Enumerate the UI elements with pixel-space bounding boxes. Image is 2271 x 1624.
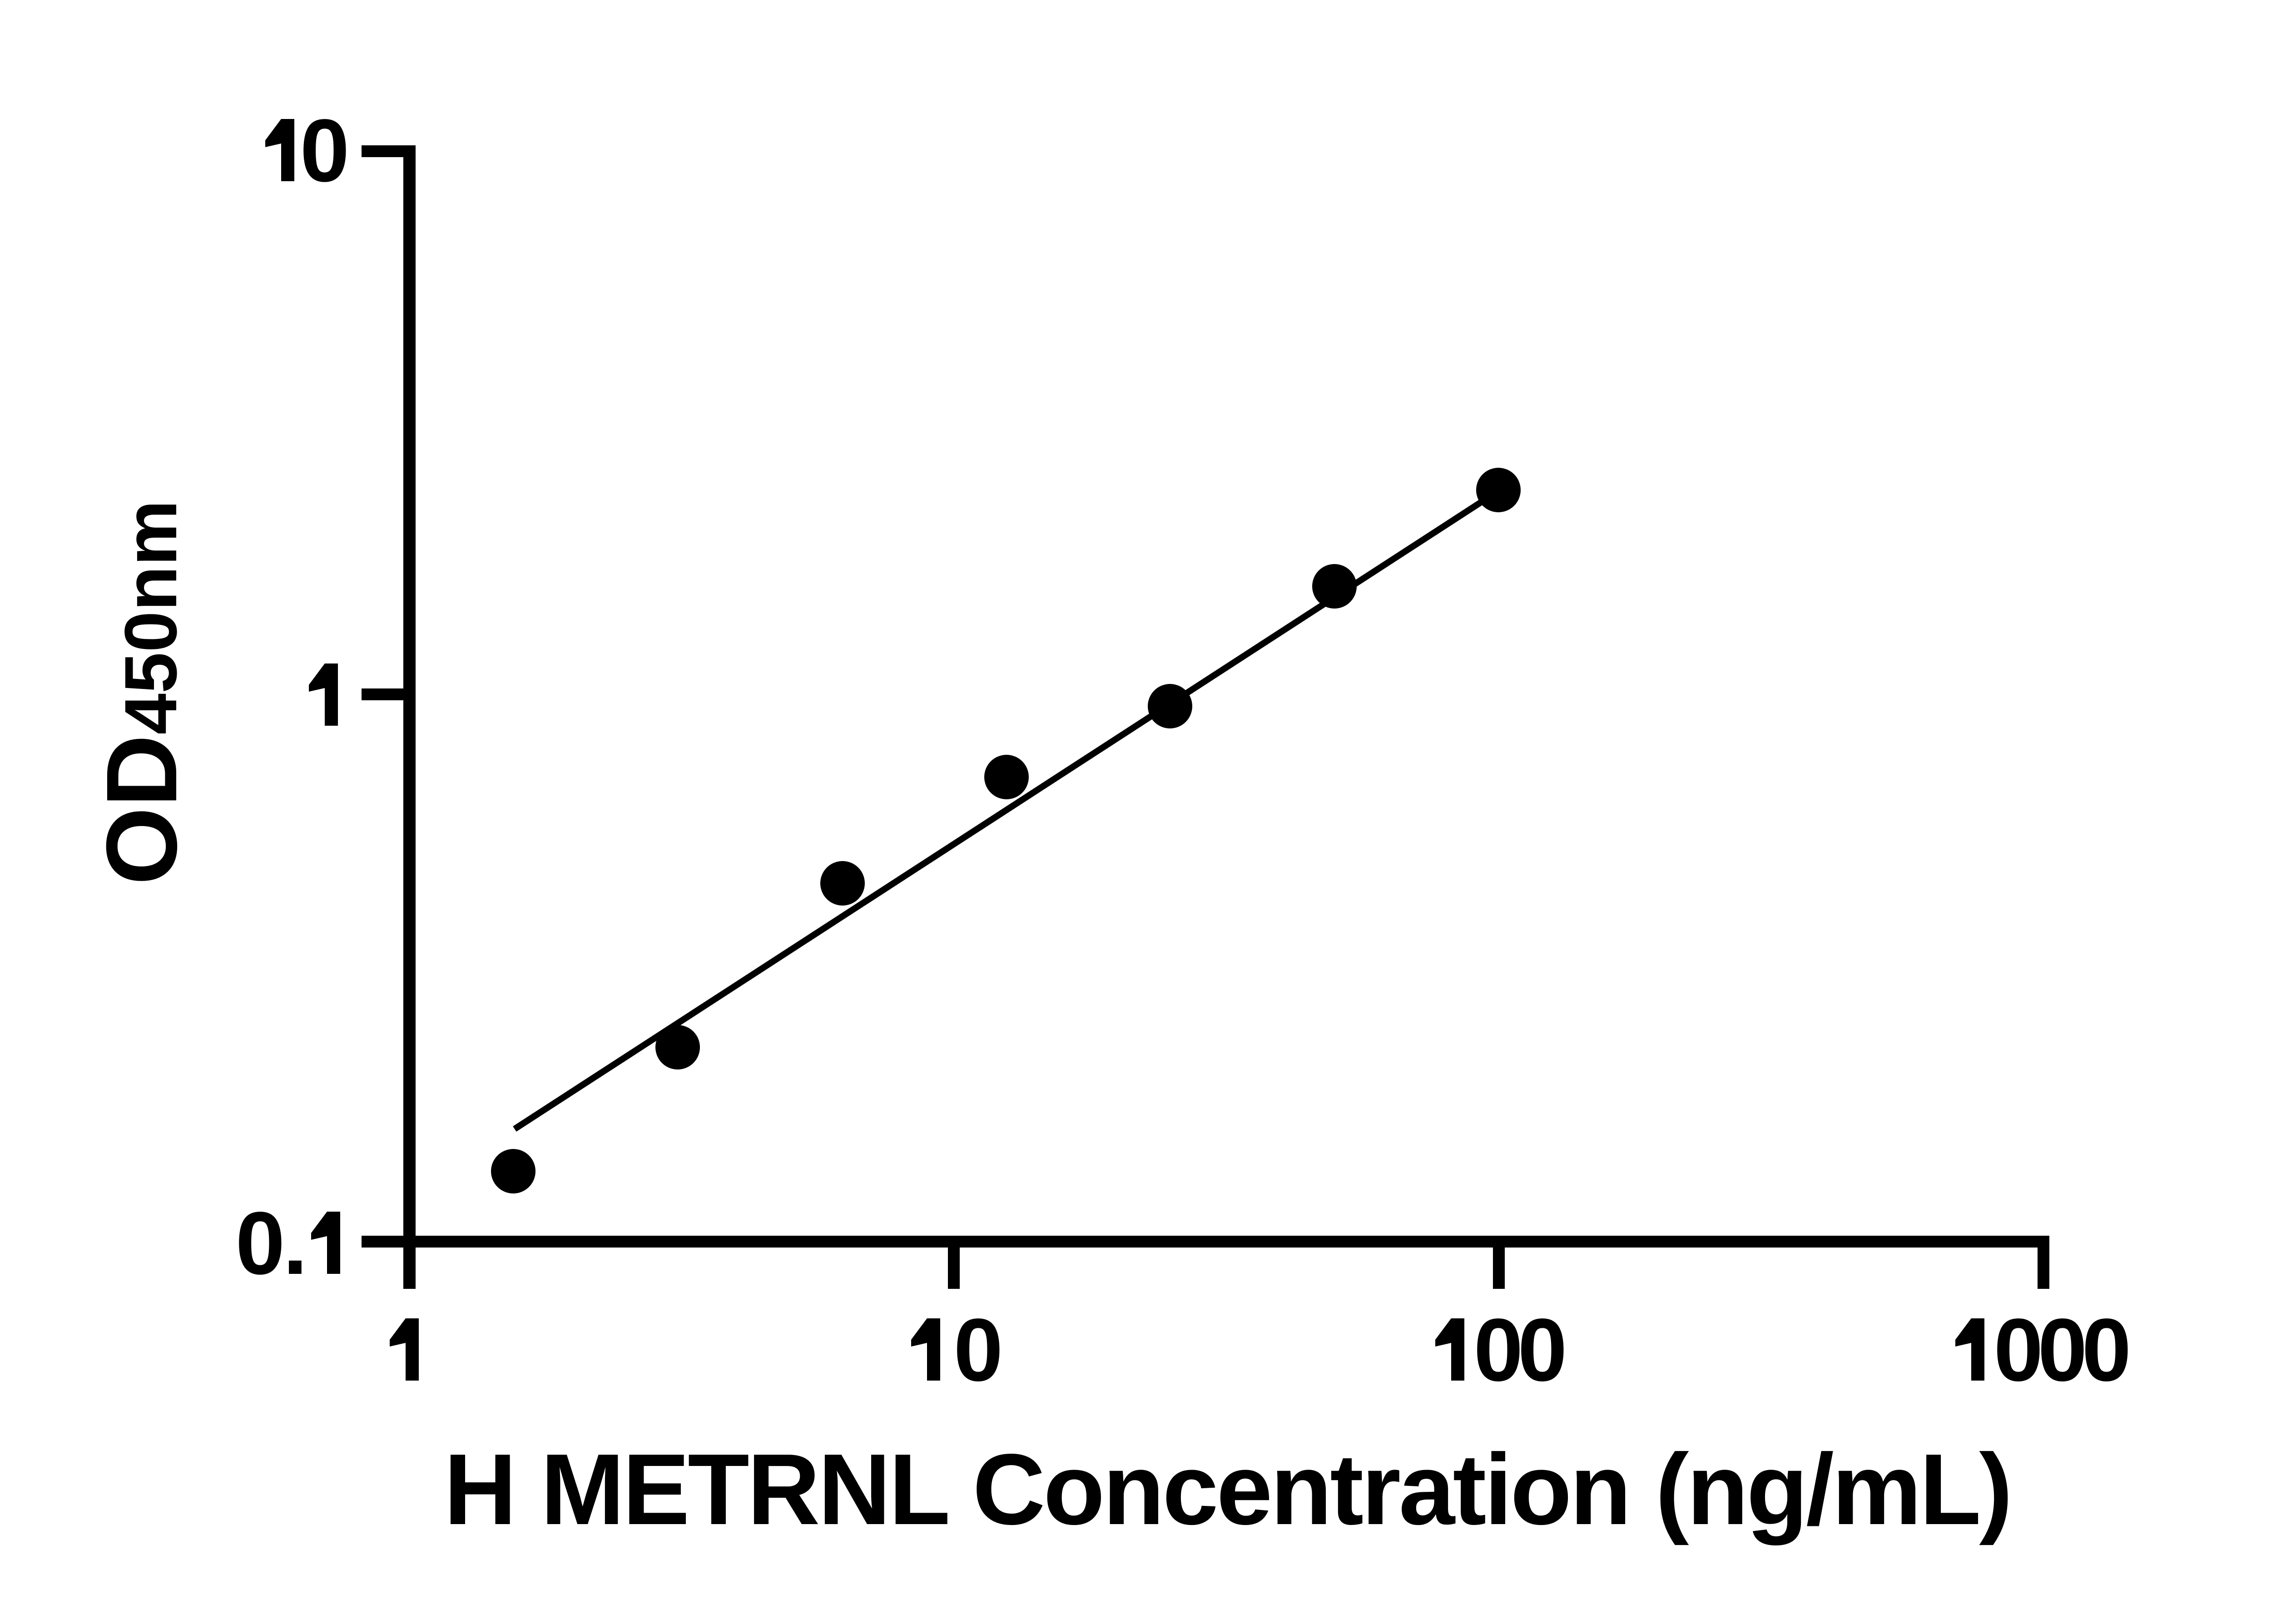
svg-text:0: 0 (300, 101, 349, 200)
svg-text:0: 0 (1993, 1300, 2043, 1400)
svg-text:0: 0 (1473, 1300, 1523, 1400)
svg-text:0: 0 (1517, 1300, 1567, 1400)
svg-text:0: 0 (953, 1300, 1003, 1400)
svg-text:0: 0 (235, 1193, 285, 1293)
svg-text:.: . (283, 1193, 307, 1293)
svg-text:H METRNL Concentration (ng/mL): H METRNL Concentration (ng/mL) (444, 1433, 2011, 1546)
svg-text:0: 0 (2038, 1300, 2087, 1400)
svg-text:0: 0 (2082, 1300, 2131, 1400)
